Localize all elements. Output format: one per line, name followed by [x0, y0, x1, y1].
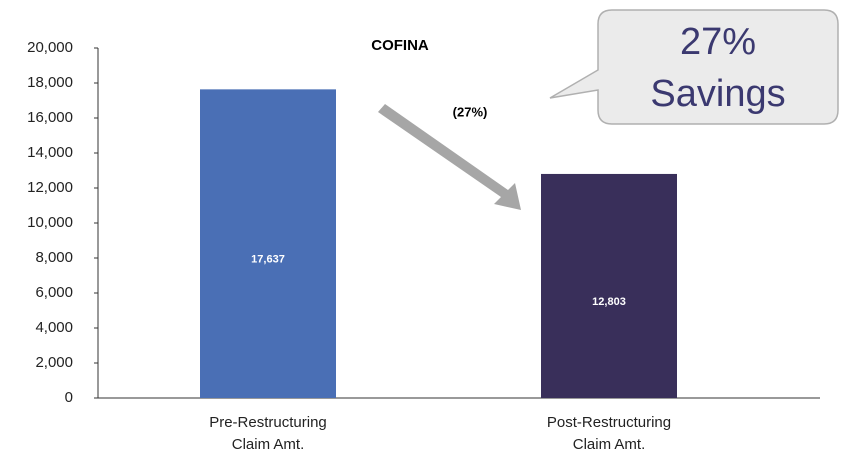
y-tick-label: 10,000	[27, 214, 73, 231]
y-tick-label: 8,000	[35, 249, 73, 266]
y-tick-label: 12,000	[27, 179, 73, 196]
y-tick-label: 4,000	[35, 319, 73, 336]
y-tick-label: 14,000	[27, 144, 73, 161]
x-tick-label: Pre-Restructuring Claim Amt.	[209, 414, 327, 453]
value-label: 17,637	[251, 254, 285, 266]
y-tick-label: 16,000	[27, 109, 73, 126]
y-tick-label: 18,000	[27, 74, 73, 91]
callout-text: 27%	[680, 21, 756, 63]
chart-title: COFINA	[371, 37, 429, 54]
y-tick-label: 2,000	[35, 354, 73, 371]
y-tick-label: 6,000	[35, 284, 73, 301]
change-annotation: (27%)	[453, 104, 488, 119]
bar	[200, 89, 336, 398]
value-label: 12,803	[592, 296, 626, 308]
x-tick-label: Post-Restructuring Claim Amt.	[546, 414, 672, 453]
y-tick-label: 20,000	[27, 39, 73, 56]
callout-box	[549, 9, 839, 125]
y-tick-label: 0	[65, 389, 73, 406]
callout-text: Savings	[650, 73, 785, 115]
arrow	[378, 104, 521, 210]
bar	[541, 173, 677, 398]
